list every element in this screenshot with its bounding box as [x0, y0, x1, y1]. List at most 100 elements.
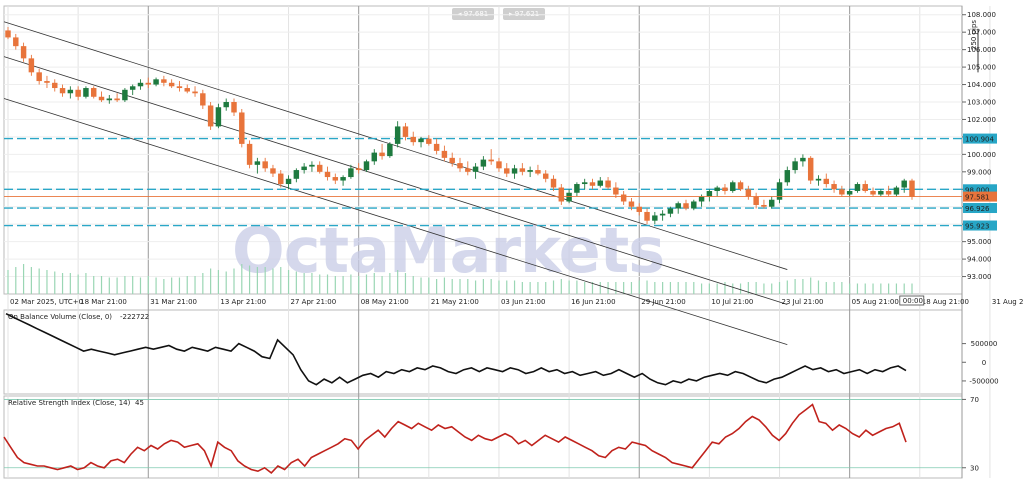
time-axis-label: 29 Jun 21:00 — [641, 298, 685, 306]
volume-bar — [599, 282, 601, 294]
volume-bar — [248, 265, 251, 294]
volume-bar — [724, 282, 726, 294]
obv-axis-label: 0 — [982, 359, 986, 367]
volume-bar — [303, 273, 305, 294]
candle-body — [340, 177, 346, 181]
volume-bar — [630, 282, 633, 294]
candle-body — [730, 182, 736, 192]
volume-bar — [139, 277, 142, 294]
volume-bar — [560, 279, 562, 294]
candle-body — [636, 206, 642, 212]
candle-body — [597, 180, 604, 186]
candle-body — [691, 201, 697, 209]
sell-price-box[interactable]: ◂ 97.681 — [452, 8, 495, 20]
rsi-axis-label: 70 — [970, 396, 979, 404]
candle-body — [831, 184, 837, 190]
candle-body — [675, 203, 681, 209]
volume-bar — [69, 273, 71, 294]
candle-body — [628, 201, 635, 207]
volume-bar — [778, 282, 781, 294]
volume-bar — [365, 274, 368, 294]
candle-body — [511, 168, 518, 174]
time-axis-label: 21 May 21:00 — [431, 298, 479, 306]
candle-body — [293, 170, 300, 179]
volume-bar — [108, 277, 110, 294]
volume-bar — [739, 283, 742, 294]
volume-bar — [591, 282, 594, 294]
candle-body — [394, 126, 401, 144]
candle-body — [387, 143, 393, 157]
volume-bar — [15, 267, 17, 294]
candle-body — [901, 180, 907, 188]
volume-bar — [350, 274, 352, 294]
volume-bar — [358, 276, 360, 294]
volume-bar — [319, 274, 321, 294]
rsi-axis-label: 30 — [970, 464, 979, 472]
candle-body — [13, 37, 19, 47]
candle-body — [589, 182, 596, 186]
obv-title: On Balance Volume (Close, 0) — [8, 313, 112, 321]
candle-body — [659, 213, 666, 216]
buy-price-box[interactable]: ▸ 97.621 — [503, 8, 546, 20]
candle-body — [371, 152, 378, 162]
channel-line — [3, 56, 788, 305]
volume-bar — [397, 270, 399, 294]
time-axis-label: 27 Apr 21:00 — [291, 298, 337, 306]
candle-body — [324, 171, 331, 178]
volume-bar — [404, 273, 407, 294]
rsi-value: 45 — [135, 399, 144, 407]
volume-bar — [841, 282, 843, 294]
crosshair-time-box — [899, 295, 925, 306]
volume-bar — [794, 279, 796, 294]
candle-body — [176, 86, 183, 89]
candle-body — [184, 88, 190, 92]
time-axis-label: 31 Aug 21:00 — [992, 298, 1024, 306]
volume-bar — [513, 280, 516, 294]
volume-bar — [771, 283, 773, 294]
candle-body — [807, 157, 814, 181]
volume-bar — [264, 267, 266, 294]
volume-bar — [334, 276, 336, 294]
volume-bar — [210, 268, 212, 294]
volume-bar — [326, 274, 329, 294]
candle-body — [784, 170, 791, 183]
candle-body — [768, 199, 775, 207]
volume-bar — [506, 280, 508, 294]
candle-body — [815, 178, 822, 181]
candle-body — [355, 168, 362, 171]
time-axis-label: 05 Aug 21:00 — [852, 298, 899, 306]
volume-bar — [155, 277, 157, 294]
volume-bar — [287, 270, 290, 294]
candle-body — [566, 192, 572, 202]
volume-bar — [194, 276, 196, 294]
volume-bar — [256, 267, 258, 294]
volume-bar — [911, 283, 913, 294]
time-axis-label: 03 Jun 21:00 — [501, 298, 545, 306]
volume-bar — [825, 282, 827, 294]
price-axis-label: 106.000 — [967, 46, 996, 54]
volume-bar — [178, 277, 181, 294]
volume-bar — [147, 276, 149, 294]
volume-bar — [872, 283, 874, 294]
volume-bar — [545, 282, 547, 294]
candle-body — [418, 138, 424, 143]
volume-bar — [474, 280, 477, 294]
volume-bar — [202, 273, 204, 294]
candle-body — [714, 187, 720, 192]
volume-bar — [638, 280, 640, 294]
candle-body — [402, 126, 409, 137]
candle-body — [581, 182, 588, 185]
volume-bar — [786, 280, 788, 294]
candle-body — [465, 168, 471, 172]
candle-body — [379, 152, 385, 157]
volume-bar — [381, 276, 383, 294]
candle-body — [410, 136, 416, 143]
candle-body — [488, 159, 494, 162]
candle-body — [550, 178, 557, 188]
volume-bar — [654, 282, 656, 294]
time-axis-label: 13 Apr 21:00 — [220, 298, 266, 306]
obv-axis-label: -500000 — [969, 377, 998, 385]
volume-bar — [895, 283, 898, 294]
time-axis-label: 18 Mar 21:00 — [80, 298, 127, 306]
